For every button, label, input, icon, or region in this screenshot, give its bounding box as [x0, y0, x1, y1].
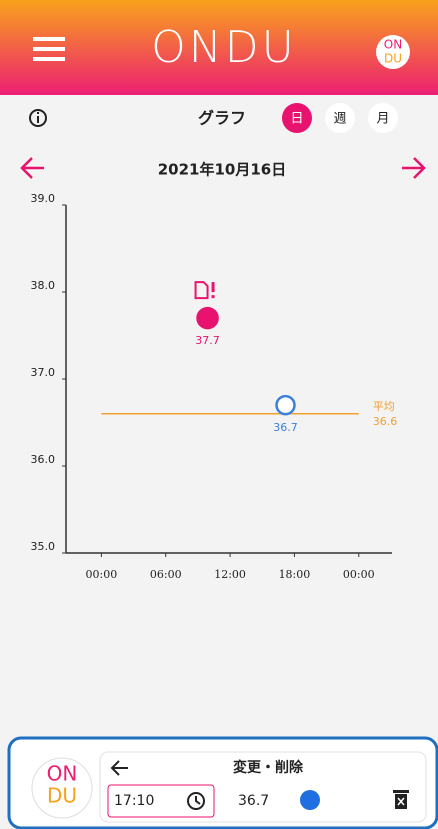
x-tick-label: 06:00 — [150, 568, 182, 581]
edit-value: 36.7 — [238, 793, 269, 809]
next-arrow[interactable] — [402, 157, 426, 179]
logo: ONDU — [151, 22, 297, 73]
average-value: 36.6 — [373, 415, 398, 428]
back-arrow[interactable] — [110, 760, 128, 776]
y-tick-label: 37.0 — [31, 366, 56, 379]
badge-text: DU — [384, 52, 402, 66]
header — [0, 0, 438, 95]
tab[interactable] — [368, 103, 398, 133]
tab-label: 週 — [333, 112, 346, 127]
prev-arrow[interactable] — [20, 157, 44, 179]
point-label: 36.7 — [273, 421, 298, 434]
x-tick-label: 00:00 — [343, 568, 375, 581]
badge-text: ON — [384, 38, 402, 52]
x-tick-label: 00:00 — [86, 568, 118, 581]
x-tick-label: 12:00 — [214, 568, 246, 581]
tab-label: 月 — [376, 112, 389, 127]
toolbar-title: グラフ — [198, 109, 246, 128]
edit-title: 変更・削除 — [233, 759, 304, 776]
tab[interactable] — [325, 103, 355, 133]
tab[interactable] — [282, 103, 312, 133]
y-tick-label: 39.0 — [31, 192, 56, 205]
panel-logo-text: DU — [47, 784, 77, 808]
panel-logo-text: ON — [47, 762, 78, 786]
data-point — [196, 306, 219, 330]
y-tick-label: 38.0 — [31, 279, 56, 292]
delete-icon[interactable] — [393, 790, 409, 809]
note-icon — [211, 282, 215, 293]
x-tick-label: 18:00 — [279, 568, 311, 581]
note-icon — [194, 281, 209, 300]
average-label: 平均 — [373, 400, 395, 413]
menu-button[interactable] — [33, 37, 65, 61]
date-label: 2021年10月16日 — [158, 161, 287, 179]
time-input[interactable] — [107, 784, 215, 818]
data-point — [275, 394, 296, 416]
panel-logo — [31, 757, 93, 819]
note-icon — [211, 295, 215, 299]
profile-badge[interactable] — [376, 35, 410, 69]
type-dot[interactable] — [300, 790, 320, 810]
tab-label: 日 — [290, 112, 303, 127]
clock-icon — [187, 792, 205, 810]
info-icon[interactable] — [29, 109, 47, 127]
y-tick-label: 36.0 — [31, 453, 56, 466]
y-tick-label: 35.0 — [31, 540, 56, 553]
point-label: 37.7 — [195, 334, 220, 347]
time-value: 17:10 — [114, 793, 154, 809]
